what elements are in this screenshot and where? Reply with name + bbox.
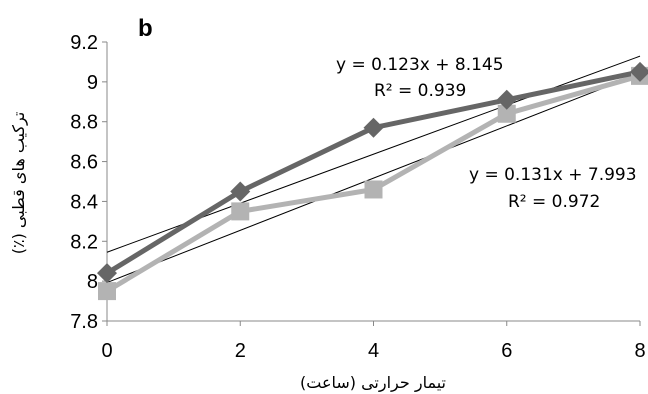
series-2-point	[98, 282, 116, 301]
y-tick-label: 8.2	[70, 231, 98, 253]
series-1-point	[496, 89, 517, 110]
series-2-point	[497, 104, 516, 123]
series-1-point	[630, 61, 648, 82]
y-tick-label: 8.4	[70, 191, 98, 213]
trendline-2-r2: R² = 0.972	[508, 192, 600, 212]
x-axis-ticks: 0 2 4 6 8	[101, 321, 646, 362]
x-axis-label: تیمار حرارتی (ساعت)	[300, 373, 446, 393]
y-tick-label: 9.2	[70, 32, 98, 54]
series-1-point	[363, 117, 384, 138]
y-axis-label: ترکیب های قطبی (٪)	[9, 112, 29, 255]
trendline-2	[106, 73, 641, 284]
series-1-point	[97, 263, 117, 284]
x-tick-label: 2	[235, 340, 246, 362]
trendline-2-equation: y = 0.131x + 7.993	[469, 165, 637, 185]
series-group	[97, 61, 648, 301]
x-tick-label: 8	[634, 340, 645, 362]
y-tick-label: 8	[87, 271, 98, 293]
y-tick-label: 9	[87, 72, 98, 94]
x-tick-label: 6	[501, 340, 512, 362]
trendline-1-equation: y = 0.123x + 8.145	[336, 55, 504, 75]
x-tick-label: 0	[101, 340, 112, 362]
series-2-point	[364, 180, 383, 199]
x-tick-label: 4	[368, 340, 379, 362]
series-2-point	[231, 202, 250, 221]
series-1-point	[230, 181, 251, 202]
y-tick-label: 8.8	[70, 112, 98, 134]
panel-label: b	[138, 15, 153, 42]
trendline-1-r2: R² = 0.939	[374, 81, 466, 101]
y-tick-label: 8.6	[70, 152, 98, 174]
y-tick-label: 7.8	[70, 311, 98, 333]
y-axis-ticks: 7.8 8 8.2 8.4 8.6 8.8 9 9.2	[70, 32, 107, 333]
